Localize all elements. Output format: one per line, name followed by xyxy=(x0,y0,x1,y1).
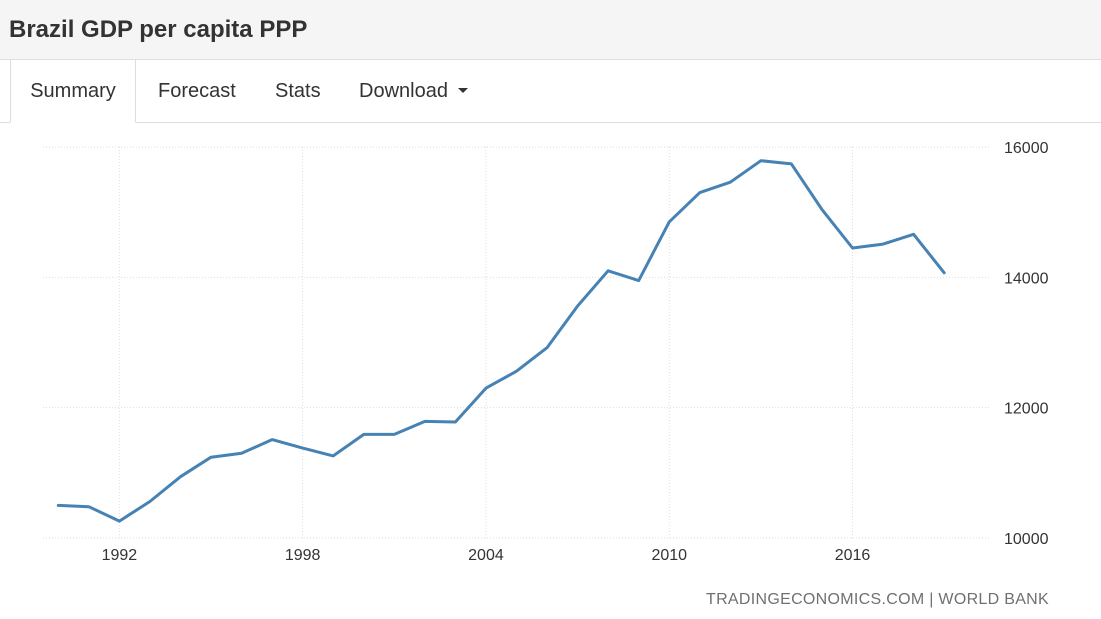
source-separator: | xyxy=(929,591,934,608)
tab-stats[interactable]: Stats xyxy=(275,60,321,122)
x-tick-label: 1992 xyxy=(102,547,138,564)
tab-download-label: Download xyxy=(359,80,448,102)
page-title: Brazil GDP per capita PPP xyxy=(9,16,308,43)
chart-axes: 10000 12000 14000 16000 1992 1998 2004 2010 2016 xyxy=(102,140,1049,564)
tab-stats-label: Stats xyxy=(275,80,321,102)
tab-bar xyxy=(0,60,1101,123)
series-line xyxy=(56,159,946,523)
tab-bar-divider xyxy=(0,122,1101,123)
chevron-down-icon xyxy=(457,88,468,94)
source-credit: TRADINGECONOMICS.COM | WORLD BANK xyxy=(706,591,1049,609)
y-tick-label: 16000 xyxy=(1004,140,1049,157)
x-tick-label: 1998 xyxy=(285,547,321,564)
source-site: TRADINGECONOMICS.COM xyxy=(706,591,925,608)
y-tick-label: 14000 xyxy=(1004,270,1049,287)
y-tick-label: 10000 xyxy=(1004,531,1049,548)
page-header: Brazil GDP per capita PPP xyxy=(0,0,1101,60)
chart-grid xyxy=(43,146,990,539)
chart-series xyxy=(56,159,946,523)
tab-download[interactable]: Download xyxy=(359,60,468,122)
x-tick-label: 2004 xyxy=(468,547,504,564)
tab-forecast-label: Forecast xyxy=(158,80,236,102)
source-org: WORLD BANK xyxy=(938,591,1049,608)
tab-summary-label: Summary xyxy=(30,80,116,102)
tab-summary[interactable]: Summary xyxy=(10,60,136,123)
tab-forecast[interactable]: Forecast xyxy=(158,60,236,122)
x-tick-label: 2016 xyxy=(835,547,871,564)
y-tick-label: 12000 xyxy=(1004,401,1049,418)
x-tick-label: 2010 xyxy=(651,547,687,564)
